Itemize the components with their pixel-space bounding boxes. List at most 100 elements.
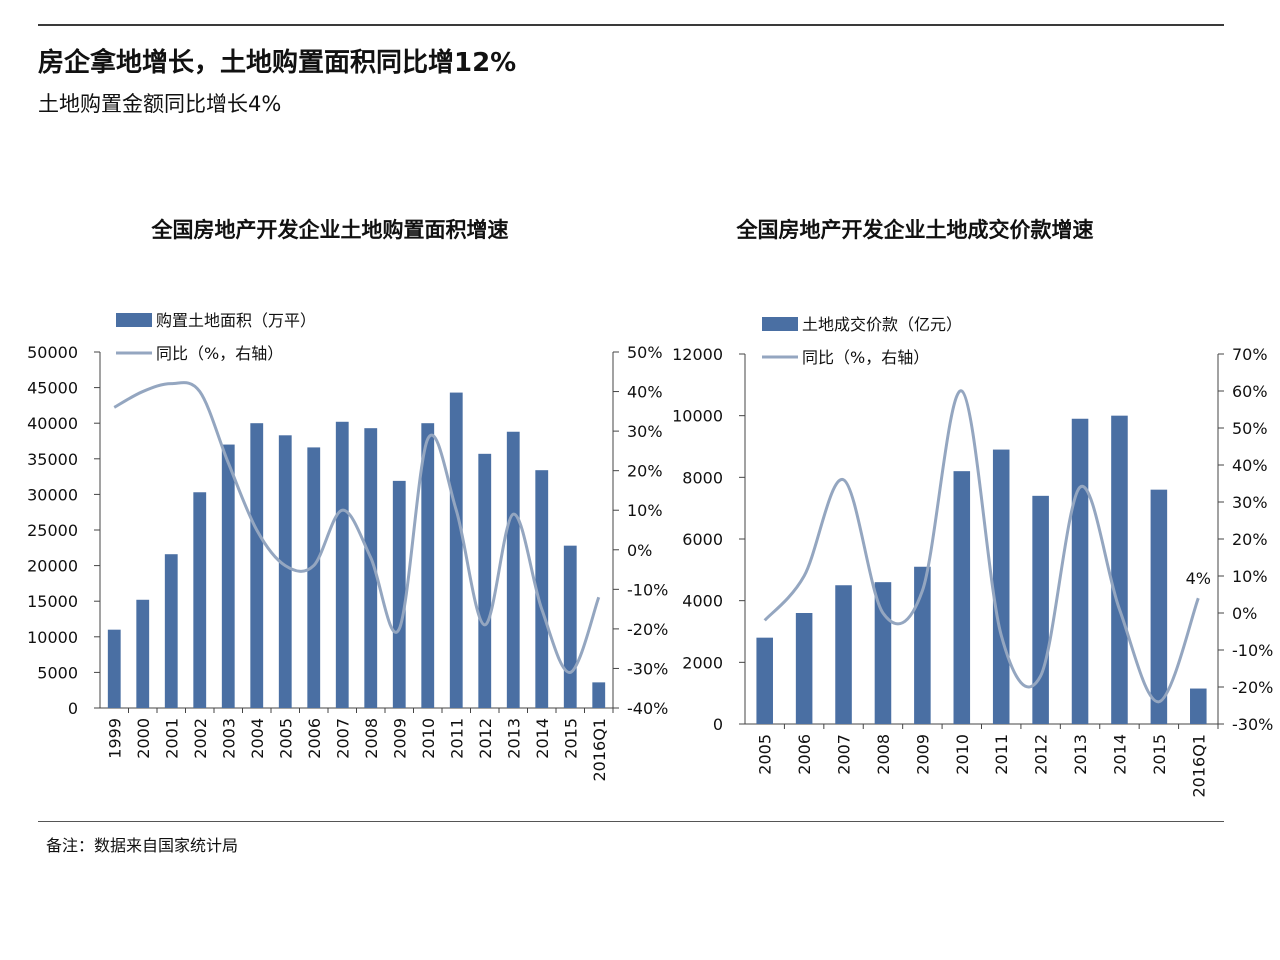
left-tick-label: 35000 <box>27 450 78 469</box>
left-tick-label: 40000 <box>27 414 78 433</box>
bar <box>1111 415 1128 724</box>
left-tick-label: 8000 <box>682 468 723 487</box>
x-tick-label: 2006 <box>305 718 324 759</box>
x-tick-label: 2012 <box>1032 734 1051 775</box>
left-tick-label: 20000 <box>27 557 78 576</box>
right-tick-label: -10% <box>1232 641 1273 660</box>
x-tick-label: 2012 <box>476 718 495 759</box>
x-tick-label: 2005 <box>276 718 295 759</box>
left-tick-label: 15000 <box>27 592 78 611</box>
bar <box>421 423 435 708</box>
bar <box>136 599 150 708</box>
left-tick-label: 0 <box>68 699 78 718</box>
right-tick-label: 20% <box>1232 530 1268 549</box>
left-tick-label: 0 <box>713 715 723 734</box>
bar <box>392 480 406 708</box>
bar <box>756 637 773 724</box>
right-tick-label: 30% <box>627 422 663 441</box>
left-tick-label: 6000 <box>682 530 723 549</box>
x-tick-label: 2013 <box>504 718 523 759</box>
x-tick-label: 2000 <box>134 718 153 759</box>
x-tick-label: 2007 <box>835 734 854 775</box>
x-tick-label: 2011 <box>992 734 1011 775</box>
left-tick-label: 4000 <box>682 592 723 611</box>
land-price-chart: 土地成交价款（亿元） 同比（%，右轴） 12000 10000 8000 6000 4000… <box>672 315 1273 798</box>
x-tick-label: 2008 <box>362 718 381 759</box>
x-tick-label: 2014 <box>1110 734 1129 775</box>
x-tick-label: 1999 <box>105 718 124 759</box>
x-tick-label: 2006 <box>795 734 814 775</box>
right-tick-label: -40% <box>627 699 668 718</box>
right-tick-label: 40% <box>1232 456 1268 475</box>
x-tick-label: 2002 <box>191 718 210 759</box>
bar <box>1150 489 1168 724</box>
bar <box>795 613 813 724</box>
x-tick-label: 2014 <box>533 718 552 759</box>
bar <box>250 423 264 708</box>
bar <box>449 392 463 708</box>
bar <box>1032 495 1049 724</box>
bar <box>992 449 1010 724</box>
left-tick-label: 5000 <box>37 663 78 682</box>
right-tick-label: -10% <box>627 580 668 599</box>
right-tick-label: 40% <box>627 383 663 402</box>
right-tick-label: -20% <box>1232 678 1273 697</box>
left-tick-label: 12000 <box>672 345 723 364</box>
x-tick-label: 2011 <box>447 718 466 759</box>
x-tick-label: 2010 <box>953 734 972 775</box>
right-tick-label: 0% <box>1232 604 1257 623</box>
legend-bar-label: 土地成交价款（亿元） <box>802 315 962 334</box>
footnote: 备注：数据来自国家统计局 <box>46 836 239 855</box>
bar <box>953 471 971 724</box>
annotation-label: 4% <box>1186 569 1211 588</box>
left-tick-label: 25000 <box>27 521 78 540</box>
x-tick-label: 2003 <box>219 718 238 759</box>
bar <box>364 428 378 708</box>
legend-bar-swatch <box>116 313 152 327</box>
right-tick-label: -20% <box>627 620 668 639</box>
x-tick-label: 2015 <box>1150 734 1169 775</box>
left-tick-label: 10000 <box>27 628 78 647</box>
x-tick-label: 2009 <box>913 734 932 775</box>
bar <box>592 682 606 708</box>
right-tick-label: 10% <box>627 501 663 520</box>
bar <box>221 444 235 708</box>
left-tick-label: 30000 <box>27 485 78 504</box>
right-tick-label: 0% <box>627 541 652 560</box>
right-tick-label: 10% <box>1232 567 1268 586</box>
bar <box>563 545 577 708</box>
left-tick-label: 45000 <box>27 379 78 398</box>
bar <box>164 554 178 708</box>
bar <box>1190 688 1207 724</box>
legend-bar-label: 购置土地面积（万平） <box>156 311 316 330</box>
x-tick-label: 2008 <box>874 734 893 775</box>
bottom-rule <box>38 821 1224 822</box>
right-tick-label: 20% <box>627 462 663 481</box>
bar <box>278 435 292 708</box>
land-area-chart: 购置土地面积（万平）同比（%，右轴）5000045000400003500030… <box>27 311 668 782</box>
yoy-line <box>763 389 1200 704</box>
right-tick-label: 60% <box>1232 382 1268 401</box>
right-tick-label: 50% <box>627 343 663 362</box>
legend-bar-swatch <box>762 317 798 331</box>
right-tick-label: 30% <box>1232 493 1268 512</box>
right-tick-label: -30% <box>627 659 668 678</box>
bar <box>506 431 520 708</box>
x-tick-label: 2004 <box>248 718 267 759</box>
bar <box>914 566 931 724</box>
x-tick-label: 2001 <box>162 718 181 759</box>
x-tick-label: 2016Q1 <box>1189 734 1208 798</box>
x-tick-label: 2007 <box>333 718 352 759</box>
bar <box>335 421 349 708</box>
left-tick-label: 50000 <box>27 343 78 362</box>
x-tick-label: 2010 <box>419 718 438 759</box>
right-tick-label: -30% <box>1232 715 1273 734</box>
bar <box>1071 418 1089 724</box>
bar <box>193 492 207 708</box>
x-tick-label: 2009 <box>390 718 409 759</box>
top-rule <box>38 24 1224 26</box>
right-tick-label: 50% <box>1232 419 1268 438</box>
x-tick-label: 2016Q1 <box>590 718 609 782</box>
left-tick-label: 2000 <box>682 653 723 672</box>
bar <box>835 585 852 724</box>
